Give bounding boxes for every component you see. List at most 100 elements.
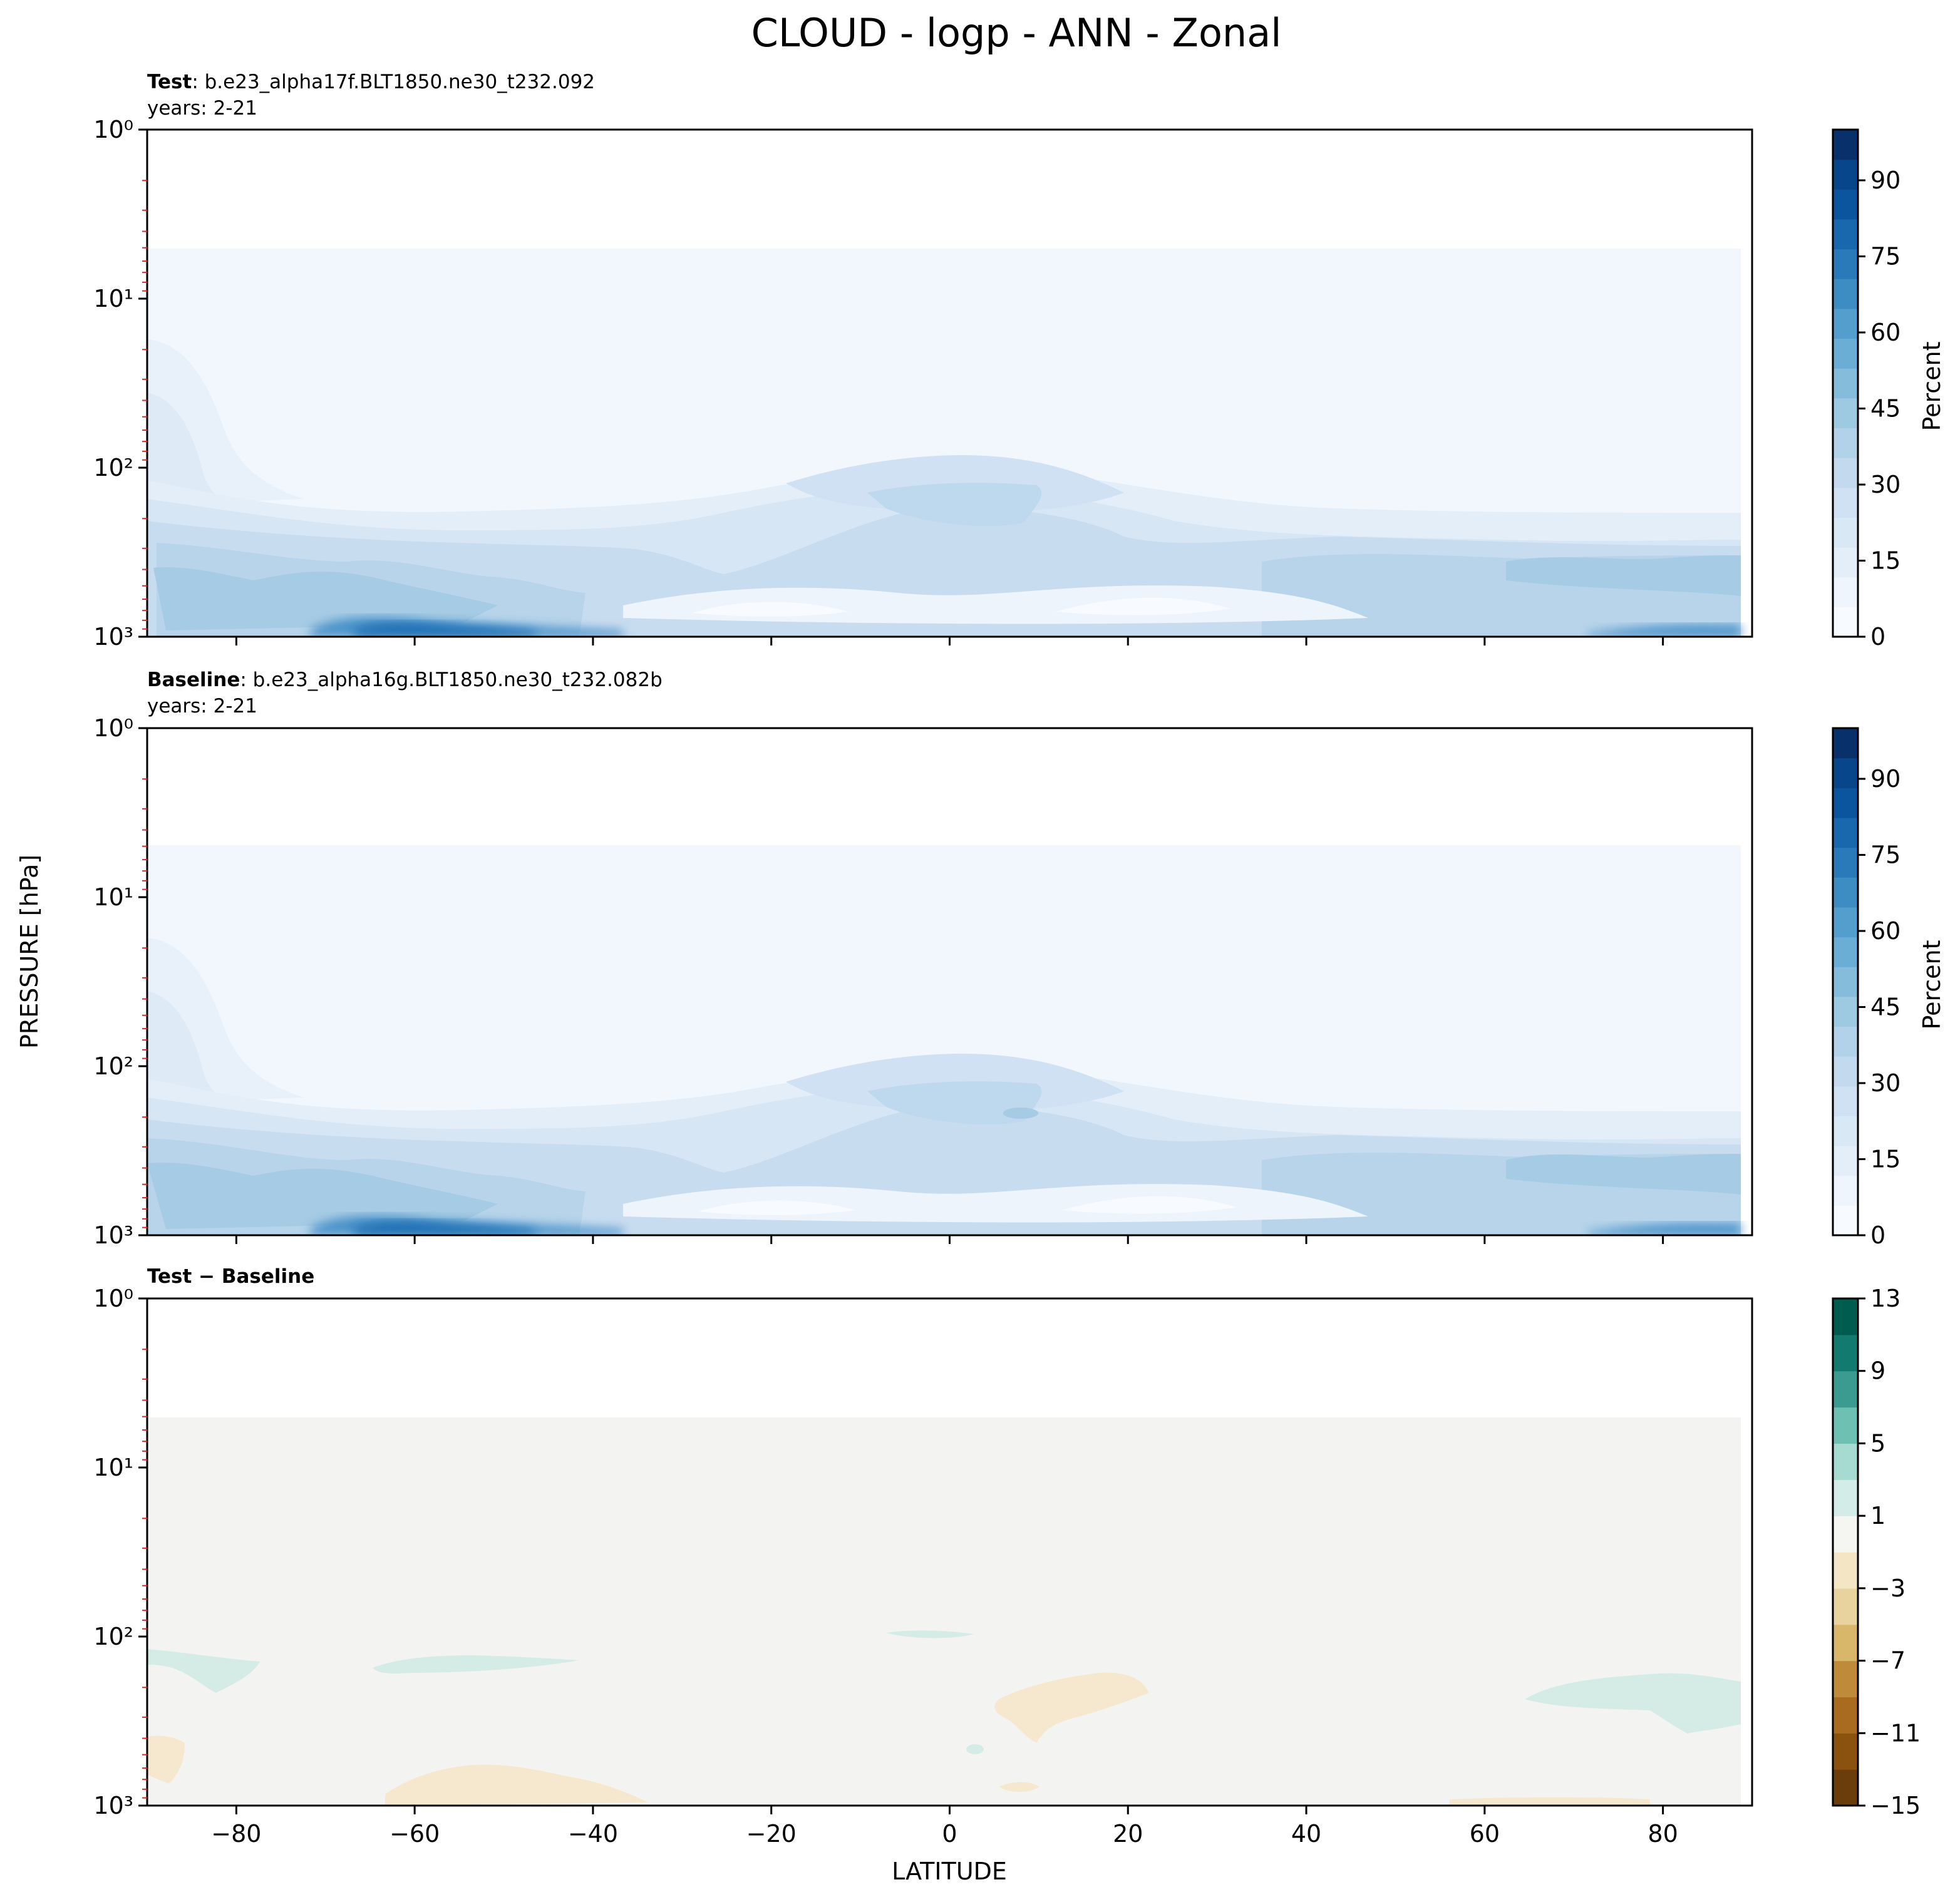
y-tick-label: 10⁰ — [93, 714, 133, 742]
x-tick-label: 20 — [1113, 1820, 1143, 1848]
colorbar-frame — [1832, 128, 1859, 638]
colorbar-swatch — [1833, 368, 1858, 399]
y-tick-label: 10³ — [93, 1792, 133, 1819]
colorbar-tick-label: 15 — [1870, 1146, 1901, 1173]
colorbar-swatch — [1833, 607, 1858, 637]
lowcloud-level-5 — [147, 1163, 498, 1229]
colorbar-swatch — [1833, 577, 1858, 607]
colorbar-tick-label: −3 — [1870, 1575, 1906, 1602]
y-tick-label: 10³ — [93, 623, 133, 650]
colorbar-swatch — [1833, 1733, 1858, 1770]
colorbar-swatch — [1833, 1026, 1858, 1057]
panel-test: Test: b.e23_alpha17f.BLT1850.ne30_t232.0… — [93, 71, 1946, 650]
colorbar-tick-label: 0 — [1870, 623, 1885, 650]
colorbar-tick-label: 13 — [1870, 1285, 1901, 1312]
panel-baseline-subtitle: years: 2-21 — [147, 695, 257, 717]
colorbar-swatch — [1833, 1116, 1858, 1146]
colorbar-swatch — [1833, 1479, 1858, 1516]
colorbar-swatch — [1833, 308, 1858, 339]
colorbar-swatch — [1833, 1175, 1858, 1206]
panel-diff: Test − Baseline 10⁰ 10¹ 10² 10³ −80 −60 −40 −2… — [93, 1265, 1921, 1848]
colorbar-swatch — [1833, 937, 1858, 967]
panel-test-colorbar: 0 15 30 45 60 75 90 Percent — [1832, 128, 1946, 650]
colorbar-swatch — [1833, 398, 1858, 429]
shared-x-label: LATITUDE — [892, 1858, 1007, 1885]
panel-test-title: Test: b.e23_alpha17f.BLT1850.ne30_t232.0… — [147, 71, 595, 93]
lowcloud-level-5-arctic — [1506, 1154, 1741, 1195]
panel-diff-title: Test − Baseline — [147, 1265, 314, 1288]
panel-test-colorbar-label: Percent — [1918, 342, 1946, 431]
y-tick-label: 10¹ — [93, 883, 133, 911]
colorbar-frame — [1832, 1297, 1859, 1807]
colorbar-swatch — [1833, 1205, 1858, 1236]
colorbar-swatch — [1833, 1370, 1858, 1408]
panel-diff-title-bold: Test − Baseline — [147, 1265, 314, 1288]
colorbar-tick-label: −11 — [1870, 1719, 1921, 1747]
panel-baseline-title: Baseline: b.e23_alpha16g.BLT1850.ne30_t2… — [147, 669, 663, 691]
y-tick-label: 10² — [93, 454, 133, 481]
x-tick-label: −80 — [211, 1820, 261, 1848]
diff-background-level — [147, 1417, 1741, 1806]
y-tick-label: 10² — [93, 1623, 133, 1650]
panel-baseline-y-axis: 10⁰ 10¹ 10² 10³ — [93, 714, 147, 1249]
colorbar-swatch — [1833, 1443, 1858, 1480]
diff-positive-sh-polar — [147, 1649, 260, 1693]
tropical-low-clear-2 — [1061, 1196, 1237, 1214]
lowcloud-level-5 — [153, 567, 498, 630]
colorbar-swatch — [1833, 189, 1858, 220]
colorbar-frame — [1832, 727, 1859, 1236]
diff-negative-tropics-low — [999, 1782, 1039, 1792]
colorbar-swatch — [1833, 907, 1858, 938]
antarctic-surface-core — [354, 622, 535, 637]
arctic-surface-band — [1587, 1223, 1741, 1235]
diff-negative-sh-polar — [147, 1735, 185, 1784]
colorbar-swatch — [1833, 1697, 1858, 1734]
colorbar-swatch — [1833, 487, 1858, 518]
y-tick-label: 10⁰ — [93, 1285, 133, 1312]
colorbar-swatch — [1833, 218, 1858, 250]
x-tick-label: −20 — [746, 1820, 797, 1848]
colorbar-swatch — [1833, 1660, 1858, 1698]
antarctic-surface-core — [354, 1221, 535, 1235]
colorbar-tick-label: 45 — [1870, 395, 1901, 423]
panel-diff-y-axis: 10⁰ 10¹ 10² 10³ — [93, 1285, 147, 1819]
colorbar-swatch — [1833, 130, 1858, 160]
tropical-upper-level-2 — [867, 483, 1042, 527]
colorbar-swatch — [1833, 1769, 1858, 1806]
colorbar-tick-label: 5 — [1870, 1429, 1885, 1457]
tropical-upper-core — [1003, 1108, 1038, 1119]
colorbar-tick-label: 45 — [1870, 994, 1901, 1021]
panel-baseline-title-bold: Baseline — [147, 669, 240, 691]
colorbar-swatch — [1833, 547, 1858, 578]
colorbar-swatch — [1833, 847, 1858, 878]
panel-baseline: Baseline: b.e23_alpha16g.BLT1850.ne30_t2… — [93, 669, 1946, 1249]
lowcloud-level-5-arctic — [1506, 555, 1741, 596]
colorbar-swatch — [1833, 877, 1858, 908]
x-tick-label: 0 — [942, 1820, 957, 1848]
y-tick-label: 10³ — [93, 1221, 133, 1249]
colorbar-swatch — [1833, 428, 1858, 458]
colorbar-tick-label: −15 — [1870, 1792, 1921, 1819]
colorbar-tick-label: 60 — [1870, 917, 1901, 945]
colorbar-swatch — [1833, 279, 1858, 309]
colorbar-swatch — [1833, 338, 1858, 369]
colorbar-swatch — [1833, 1086, 1858, 1117]
x-tick-label: 40 — [1291, 1820, 1321, 1848]
tropical-upper-level-2 — [867, 1081, 1042, 1125]
x-tick-label: 60 — [1470, 1820, 1500, 1848]
colorbar-tick-label: 90 — [1870, 167, 1901, 194]
colorbar-tick-label: 1 — [1870, 1502, 1885, 1529]
colorbar-swatch — [1833, 1056, 1858, 1087]
panel-baseline-colorbar: 0 15 30 45 60 75 90 Percent — [1832, 727, 1946, 1249]
colorbar-swatch — [1833, 758, 1858, 788]
colorbar-swatch — [1833, 1407, 1858, 1444]
colorbar-swatch — [1833, 996, 1858, 1027]
y-tick-label: 10¹ — [93, 1454, 133, 1481]
colorbar-tick-label: 75 — [1870, 243, 1901, 270]
tropical-low-clear — [698, 1200, 855, 1215]
panel-test-x-axis — [235, 637, 1664, 645]
colorbar-tick-label: −7 — [1870, 1647, 1906, 1675]
diff-negative-tropics — [994, 1672, 1149, 1743]
diff-negative-arctic-surface — [1450, 1797, 1650, 1806]
